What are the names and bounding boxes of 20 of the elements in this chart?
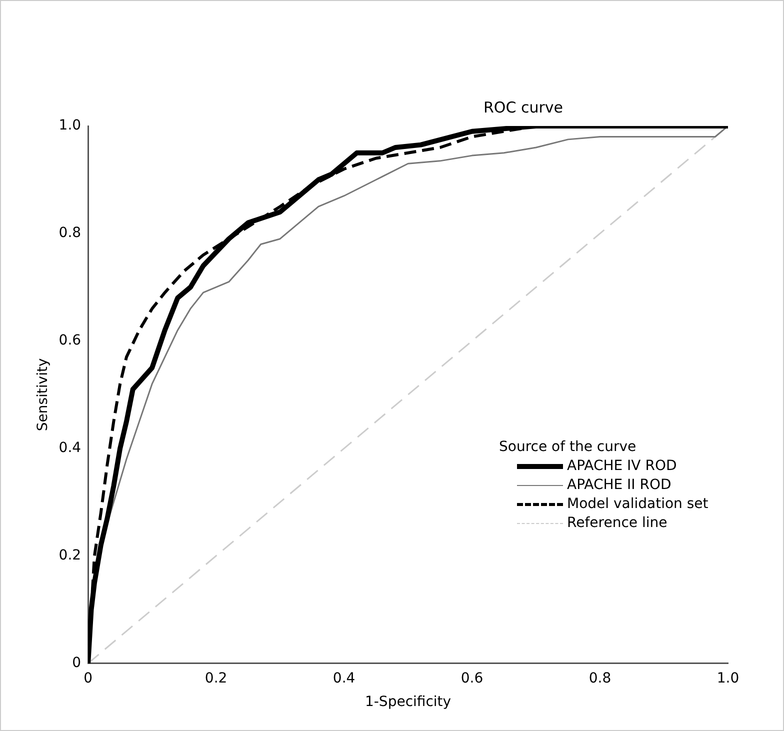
y-tick-label: 1.0 <box>58 118 82 134</box>
legend-title: Source of the curve <box>499 438 638 458</box>
y-tick-label: 0 <box>72 655 82 672</box>
legend-label: APACHE IV ROD <box>567 457 677 476</box>
y-tick-label: 0.4 <box>58 440 82 456</box>
x-tick-label: 0 <box>84 670 93 686</box>
y-tick-label: 0.8 <box>58 225 82 242</box>
x-tick-label: 0.6 <box>460 670 484 686</box>
x-tick-label: 1.0 <box>716 670 740 686</box>
legend-label: APACHE II ROD <box>567 476 672 496</box>
y-tick-label: 0.2 <box>58 548 82 564</box>
legend-label: Reference line <box>567 514 668 534</box>
y-tick-label: 0.6 <box>58 332 82 349</box>
x-tick-label: 0.8 <box>588 670 612 686</box>
x-tick-label: 0.4 <box>332 670 356 686</box>
legend-label: Model validation set <box>567 495 708 514</box>
y-axis-title: Sensitivity <box>35 358 52 432</box>
x-tick-label: 0.2 <box>204 670 228 686</box>
x-axis-title: 1-Specificity <box>364 694 452 710</box>
chart-title: ROC curve <box>483 98 563 116</box>
